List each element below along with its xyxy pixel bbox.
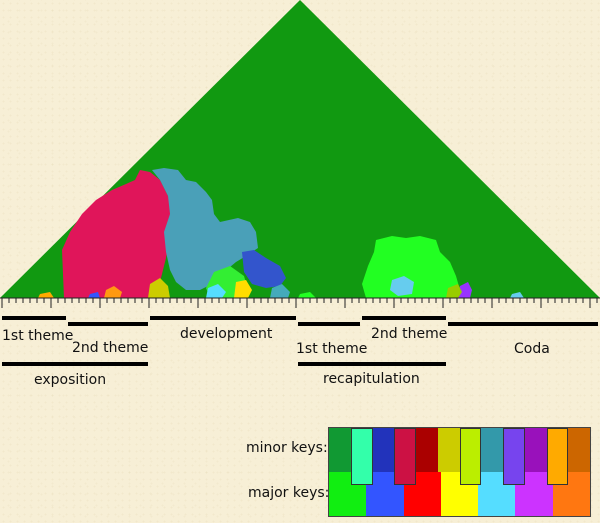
keyscape-fringe-yellow-2 <box>234 280 252 298</box>
label-2nd-theme-recap: 2nd theme <box>371 326 448 342</box>
keyscape-fringe-olive <box>446 284 462 298</box>
keyscape-fringe-cyan <box>206 284 226 298</box>
legend-minor-label: minor keys: <box>246 440 328 456</box>
keyscape-region-blue <box>242 250 286 288</box>
legend-minor-key <box>481 428 504 472</box>
legend-minor-key <box>329 428 352 472</box>
label-2nd-theme-exposition: 2nd theme <box>72 340 149 356</box>
bar-1st-theme-recap <box>298 322 360 326</box>
bar-development <box>150 316 296 320</box>
label-development: development <box>180 326 273 342</box>
keyscape-fringe-violet <box>458 282 472 298</box>
legend-minor-key <box>372 428 395 472</box>
keyscape-fringe-orange-2 <box>38 292 54 298</box>
keyscape-region-magenta <box>62 170 172 298</box>
legend-minor-accidental-key <box>503 428 525 485</box>
legend-minor-accidental-key <box>459 428 482 485</box>
label-coda: Coda <box>514 341 550 357</box>
keyscape-fringe-lightblue-2 <box>510 292 524 298</box>
label-1st-theme-exposition: 1st theme <box>2 328 74 344</box>
legend-major-label: major keys: <box>248 485 330 501</box>
keyscape-fringe-teal-2 <box>270 284 290 298</box>
keyscape-fringe-blue-2 <box>88 292 100 298</box>
bar-2nd-theme-exposition <box>68 322 148 326</box>
legend-minor-accidental-key <box>546 428 569 485</box>
keyscape-fringe-green-3 <box>298 292 316 298</box>
time-axis-ticks <box>1 298 598 308</box>
label-exposition: exposition <box>34 372 107 388</box>
keyscape-region-lightblue <box>390 276 414 296</box>
legend-minor-key <box>437 428 460 472</box>
legend-minor-accidental-key <box>394 428 416 485</box>
bar-2nd-theme-recap <box>362 316 446 320</box>
legend-minor-key <box>524 428 547 472</box>
bar-recapitulation <box>298 362 446 366</box>
legend-minor-key <box>416 428 439 472</box>
bar-exposition <box>2 362 148 366</box>
legend-minor-accidental-key <box>350 428 373 485</box>
label-recapitulation: recapitulation <box>323 371 420 387</box>
bar-1st-theme-exposition <box>2 316 66 320</box>
bar-coda <box>448 322 598 326</box>
key-color-legend <box>328 427 591 517</box>
legend-minor-key <box>568 428 590 472</box>
label-1st-theme-recap: 1st theme <box>296 341 368 357</box>
keyscape-region-teal <box>152 168 258 290</box>
keyscape-fringe-orange <box>104 286 122 298</box>
keyscape-fringe-yellow <box>148 278 170 298</box>
keyscape-region-bright-green <box>362 236 460 298</box>
